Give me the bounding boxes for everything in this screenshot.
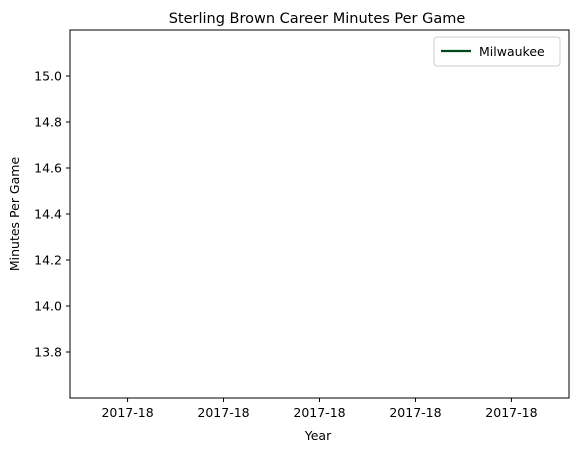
x-tick-label: 2017-18 — [485, 405, 537, 420]
y-tick-label: 14.2 — [34, 253, 62, 268]
y-tick-label: 14.4 — [34, 207, 62, 222]
y-tick-label: 14.6 — [34, 161, 62, 176]
x-tick-label: 2017-18 — [197, 405, 249, 420]
x-tick-label: 2017-18 — [389, 405, 441, 420]
legend: Milwaukee — [433, 36, 561, 67]
plot-area — [69, 29, 570, 399]
x-axis: 2017-18 2017-18 2017-18 2017-18 2017-18 — [101, 398, 538, 420]
chart-title: Sterling Brown Career Minutes Per Game — [169, 11, 466, 27]
y-axis: 13.8 14.0 14.2 14.4 14.6 14.8 15.0 — [34, 69, 70, 360]
x-tick-label: 2017-18 — [293, 405, 345, 420]
legend-box — [433, 36, 561, 67]
x-axis-label: Year — [304, 428, 332, 443]
y-tick-label: 14.0 — [34, 299, 62, 314]
y-tick-label: 14.8 — [34, 115, 62, 130]
y-axis-label: Minutes Per Game — [7, 157, 22, 272]
y-tick-label: 13.8 — [34, 345, 62, 360]
y-tick-label: 15.0 — [34, 69, 62, 84]
legend-label: Milwaukee — [479, 44, 545, 59]
x-tick-label: 2017-18 — [101, 405, 153, 420]
